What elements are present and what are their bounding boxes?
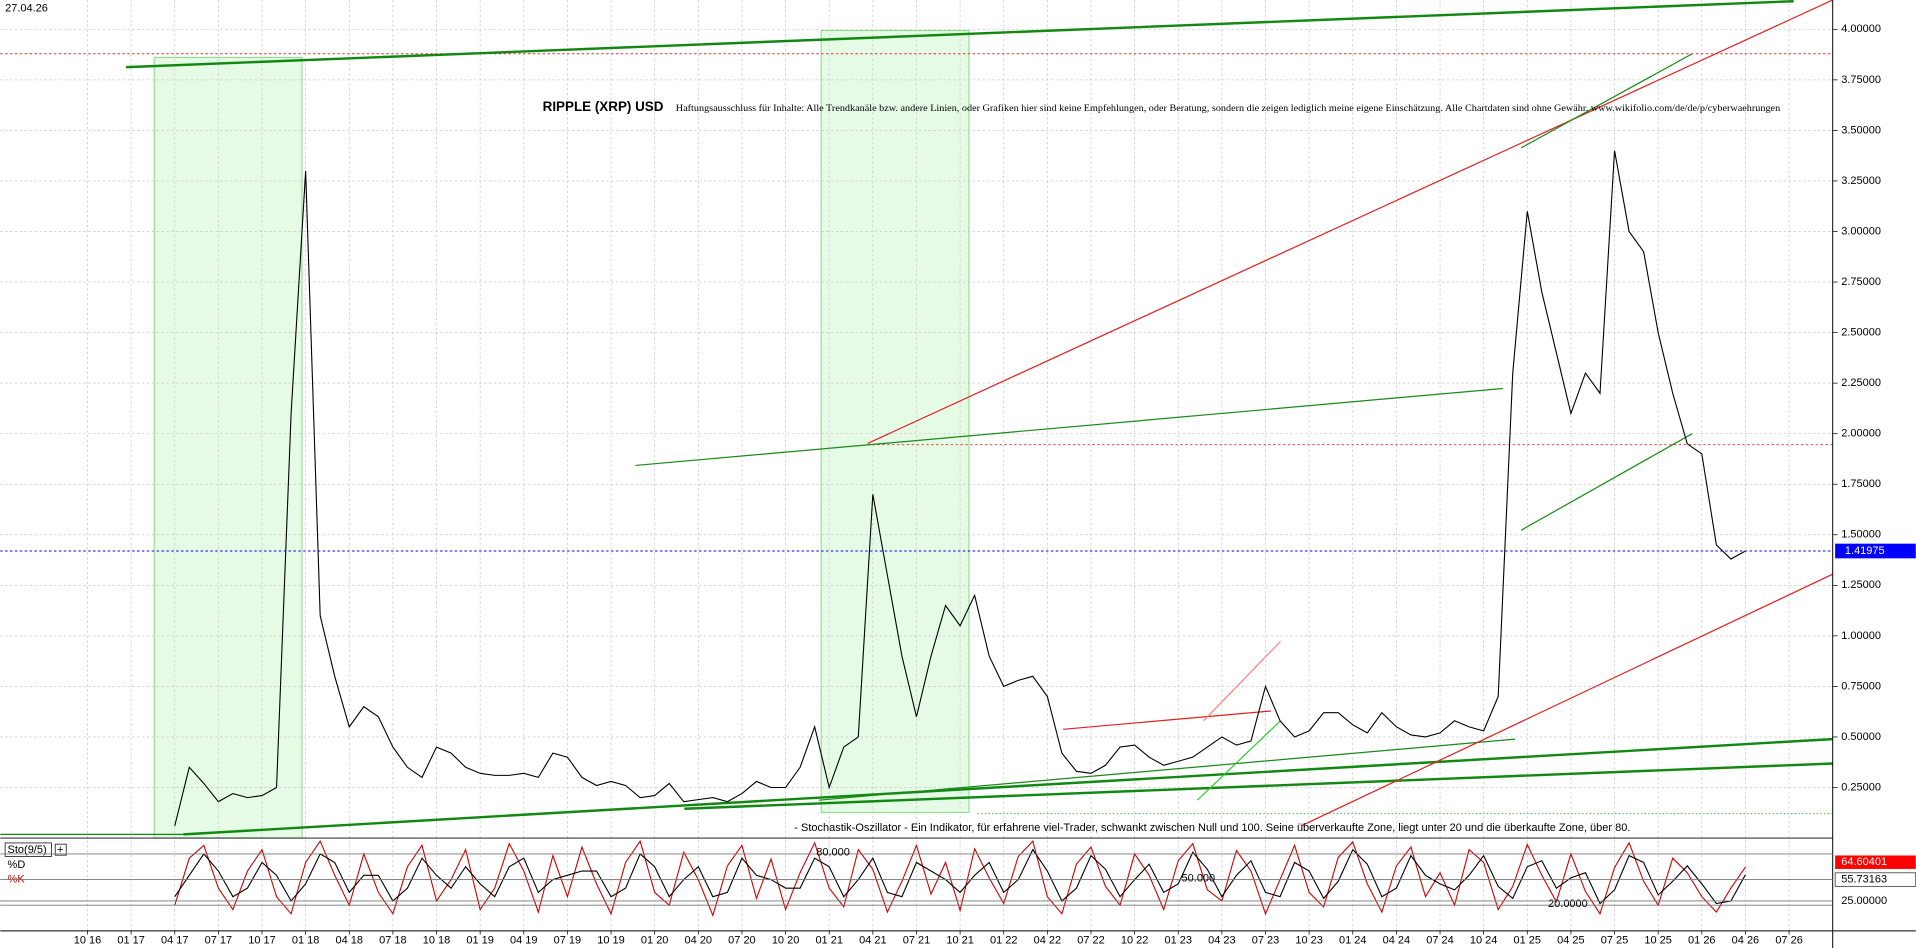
x-tick-label: 10 21 bbox=[946, 935, 974, 947]
x-tick-label: 04 17 bbox=[161, 935, 189, 947]
y-tick-label: 2.25000 bbox=[1841, 377, 1881, 389]
x-tick-label: 07 22 bbox=[1077, 935, 1105, 947]
y-tick-label: 1.00000 bbox=[1841, 630, 1881, 642]
x-tick-label: 07 17 bbox=[205, 935, 232, 947]
x-tick-label: 07 18 bbox=[379, 935, 407, 947]
x-tick-label: 07 23 bbox=[1252, 935, 1280, 947]
x-tick-label: 07 26 bbox=[1775, 935, 1802, 947]
x-tick-label: 10 19 bbox=[597, 935, 625, 947]
x-tick-label: 01 24 bbox=[1339, 935, 1366, 947]
date-label: 27.04.26 bbox=[5, 2, 48, 14]
series-line bbox=[174, 848, 1746, 905]
toggle-icon[interactable]: + bbox=[57, 844, 63, 856]
indicator-box bbox=[4, 842, 52, 857]
x-tick-label: 10 23 bbox=[1295, 935, 1323, 947]
trend-line bbox=[1203, 640, 1281, 722]
x-tick-label: 10 16 bbox=[74, 935, 102, 947]
x-tick-label: 01 20 bbox=[641, 935, 669, 947]
x-tick-label: 04 24 bbox=[1383, 935, 1411, 947]
level-label: 80.000 bbox=[816, 847, 850, 859]
y-tick-label: 3.25000 bbox=[1841, 175, 1881, 187]
x-tick-label: 10 22 bbox=[1121, 935, 1149, 947]
x-tick-label: 01 18 bbox=[292, 935, 320, 947]
x-tick-label: 01 26 bbox=[1688, 935, 1716, 947]
last-value-label: 55.73163 bbox=[1841, 873, 1887, 885]
x-tick-label: 01 22 bbox=[990, 935, 1018, 947]
x-tick-label: 10 20 bbox=[772, 935, 800, 947]
grid bbox=[0, 0, 1833, 931]
trend-line bbox=[1520, 53, 1693, 149]
zone bbox=[820, 30, 970, 813]
x-tick-label: 04 18 bbox=[336, 935, 364, 947]
y-tick-label: 0.75000 bbox=[1841, 680, 1881, 692]
x-tick-label: 01 21 bbox=[815, 935, 843, 947]
x-tick-label: 10 18 bbox=[423, 935, 451, 947]
trend-line bbox=[867, 0, 1833, 445]
y-tick-label: 1.75000 bbox=[1841, 478, 1881, 490]
legend-entry: %D bbox=[8, 859, 26, 871]
y-tick-label: 3.75000 bbox=[1841, 74, 1881, 86]
series-line bbox=[174, 150, 1746, 827]
x-tick-label: 07 21 bbox=[903, 935, 931, 947]
trend-line bbox=[126, 0, 1794, 69]
x-tick-label: 04 20 bbox=[685, 935, 713, 947]
x-tick-label: 04 19 bbox=[510, 935, 538, 947]
indicator-title: Sto(9/5) bbox=[8, 844, 47, 856]
trend-lines bbox=[0, 0, 1833, 836]
x-tick-label: 07 25 bbox=[1601, 935, 1628, 947]
x-tick-label: 04 26 bbox=[1732, 935, 1760, 947]
last-value-label: 64.60401 bbox=[1841, 856, 1887, 868]
trend-line bbox=[1063, 710, 1271, 730]
x-tick-label: 01 23 bbox=[1164, 935, 1192, 947]
x-tick-label: 04 22 bbox=[1034, 935, 1062, 947]
indicator-note: - Stochastik-Oszillator - Ein Indikator,… bbox=[794, 822, 1630, 834]
trend-line bbox=[684, 762, 1833, 810]
y-tick-label: 1.25000 bbox=[1841, 579, 1881, 591]
y-tick-label: 2.75000 bbox=[1841, 276, 1881, 288]
y-tick-label: 4.00000 bbox=[1841, 23, 1881, 35]
trend-line bbox=[1301, 573, 1833, 827]
y-tick-label: 2.00000 bbox=[1841, 428, 1881, 440]
x-tick-label: 07 19 bbox=[554, 935, 582, 947]
current-price-label: 1.41975 bbox=[1845, 545, 1885, 557]
y-tick-label: 3.50000 bbox=[1841, 124, 1881, 136]
disclaimer: Haftungsausschluss für Inhalte: Alle Tre… bbox=[676, 104, 1781, 114]
x-tick-label: 10 25 bbox=[1644, 935, 1671, 947]
trend-line bbox=[183, 737, 1833, 836]
x-tick-label: 07 24 bbox=[1426, 935, 1454, 947]
y-tick-label: 3.00000 bbox=[1841, 225, 1881, 237]
level-label: 20.0000 bbox=[1548, 898, 1588, 910]
x-tick-label: 01 17 bbox=[117, 935, 145, 947]
trend-line bbox=[818, 738, 1516, 801]
x-tick-label: 07 20 bbox=[728, 935, 756, 947]
y-tick-label: 25.00000 bbox=[1841, 895, 1887, 907]
y-tick-label: 0.50000 bbox=[1841, 731, 1881, 743]
x-tick-label: 04 23 bbox=[1208, 935, 1236, 947]
trend-line bbox=[1520, 433, 1693, 531]
level-label: 50.000 bbox=[1182, 872, 1216, 884]
x-tick-label: 04 25 bbox=[1557, 935, 1584, 947]
current-price-box bbox=[1835, 543, 1916, 559]
y-tick-label: 1.50000 bbox=[1841, 529, 1881, 541]
chart-title: RIPPLE (XRP) USD bbox=[543, 99, 664, 114]
x-tick-label: 10 24 bbox=[1470, 935, 1497, 947]
last-value-box bbox=[1835, 855, 1916, 869]
x-tick-label: 01 19 bbox=[466, 935, 494, 947]
y-tick-label: 2.50000 bbox=[1841, 326, 1881, 338]
zone bbox=[153, 56, 303, 839]
toggle-button[interactable] bbox=[54, 843, 67, 856]
trend-line bbox=[1197, 720, 1281, 801]
trend-line bbox=[635, 387, 1503, 467]
x-tick-label: 10 17 bbox=[248, 935, 275, 947]
x-tick-label: 01 25 bbox=[1514, 935, 1541, 947]
x-tick-label: 04 21 bbox=[859, 935, 887, 947]
y-tick-label: 0.25000 bbox=[1841, 781, 1881, 793]
